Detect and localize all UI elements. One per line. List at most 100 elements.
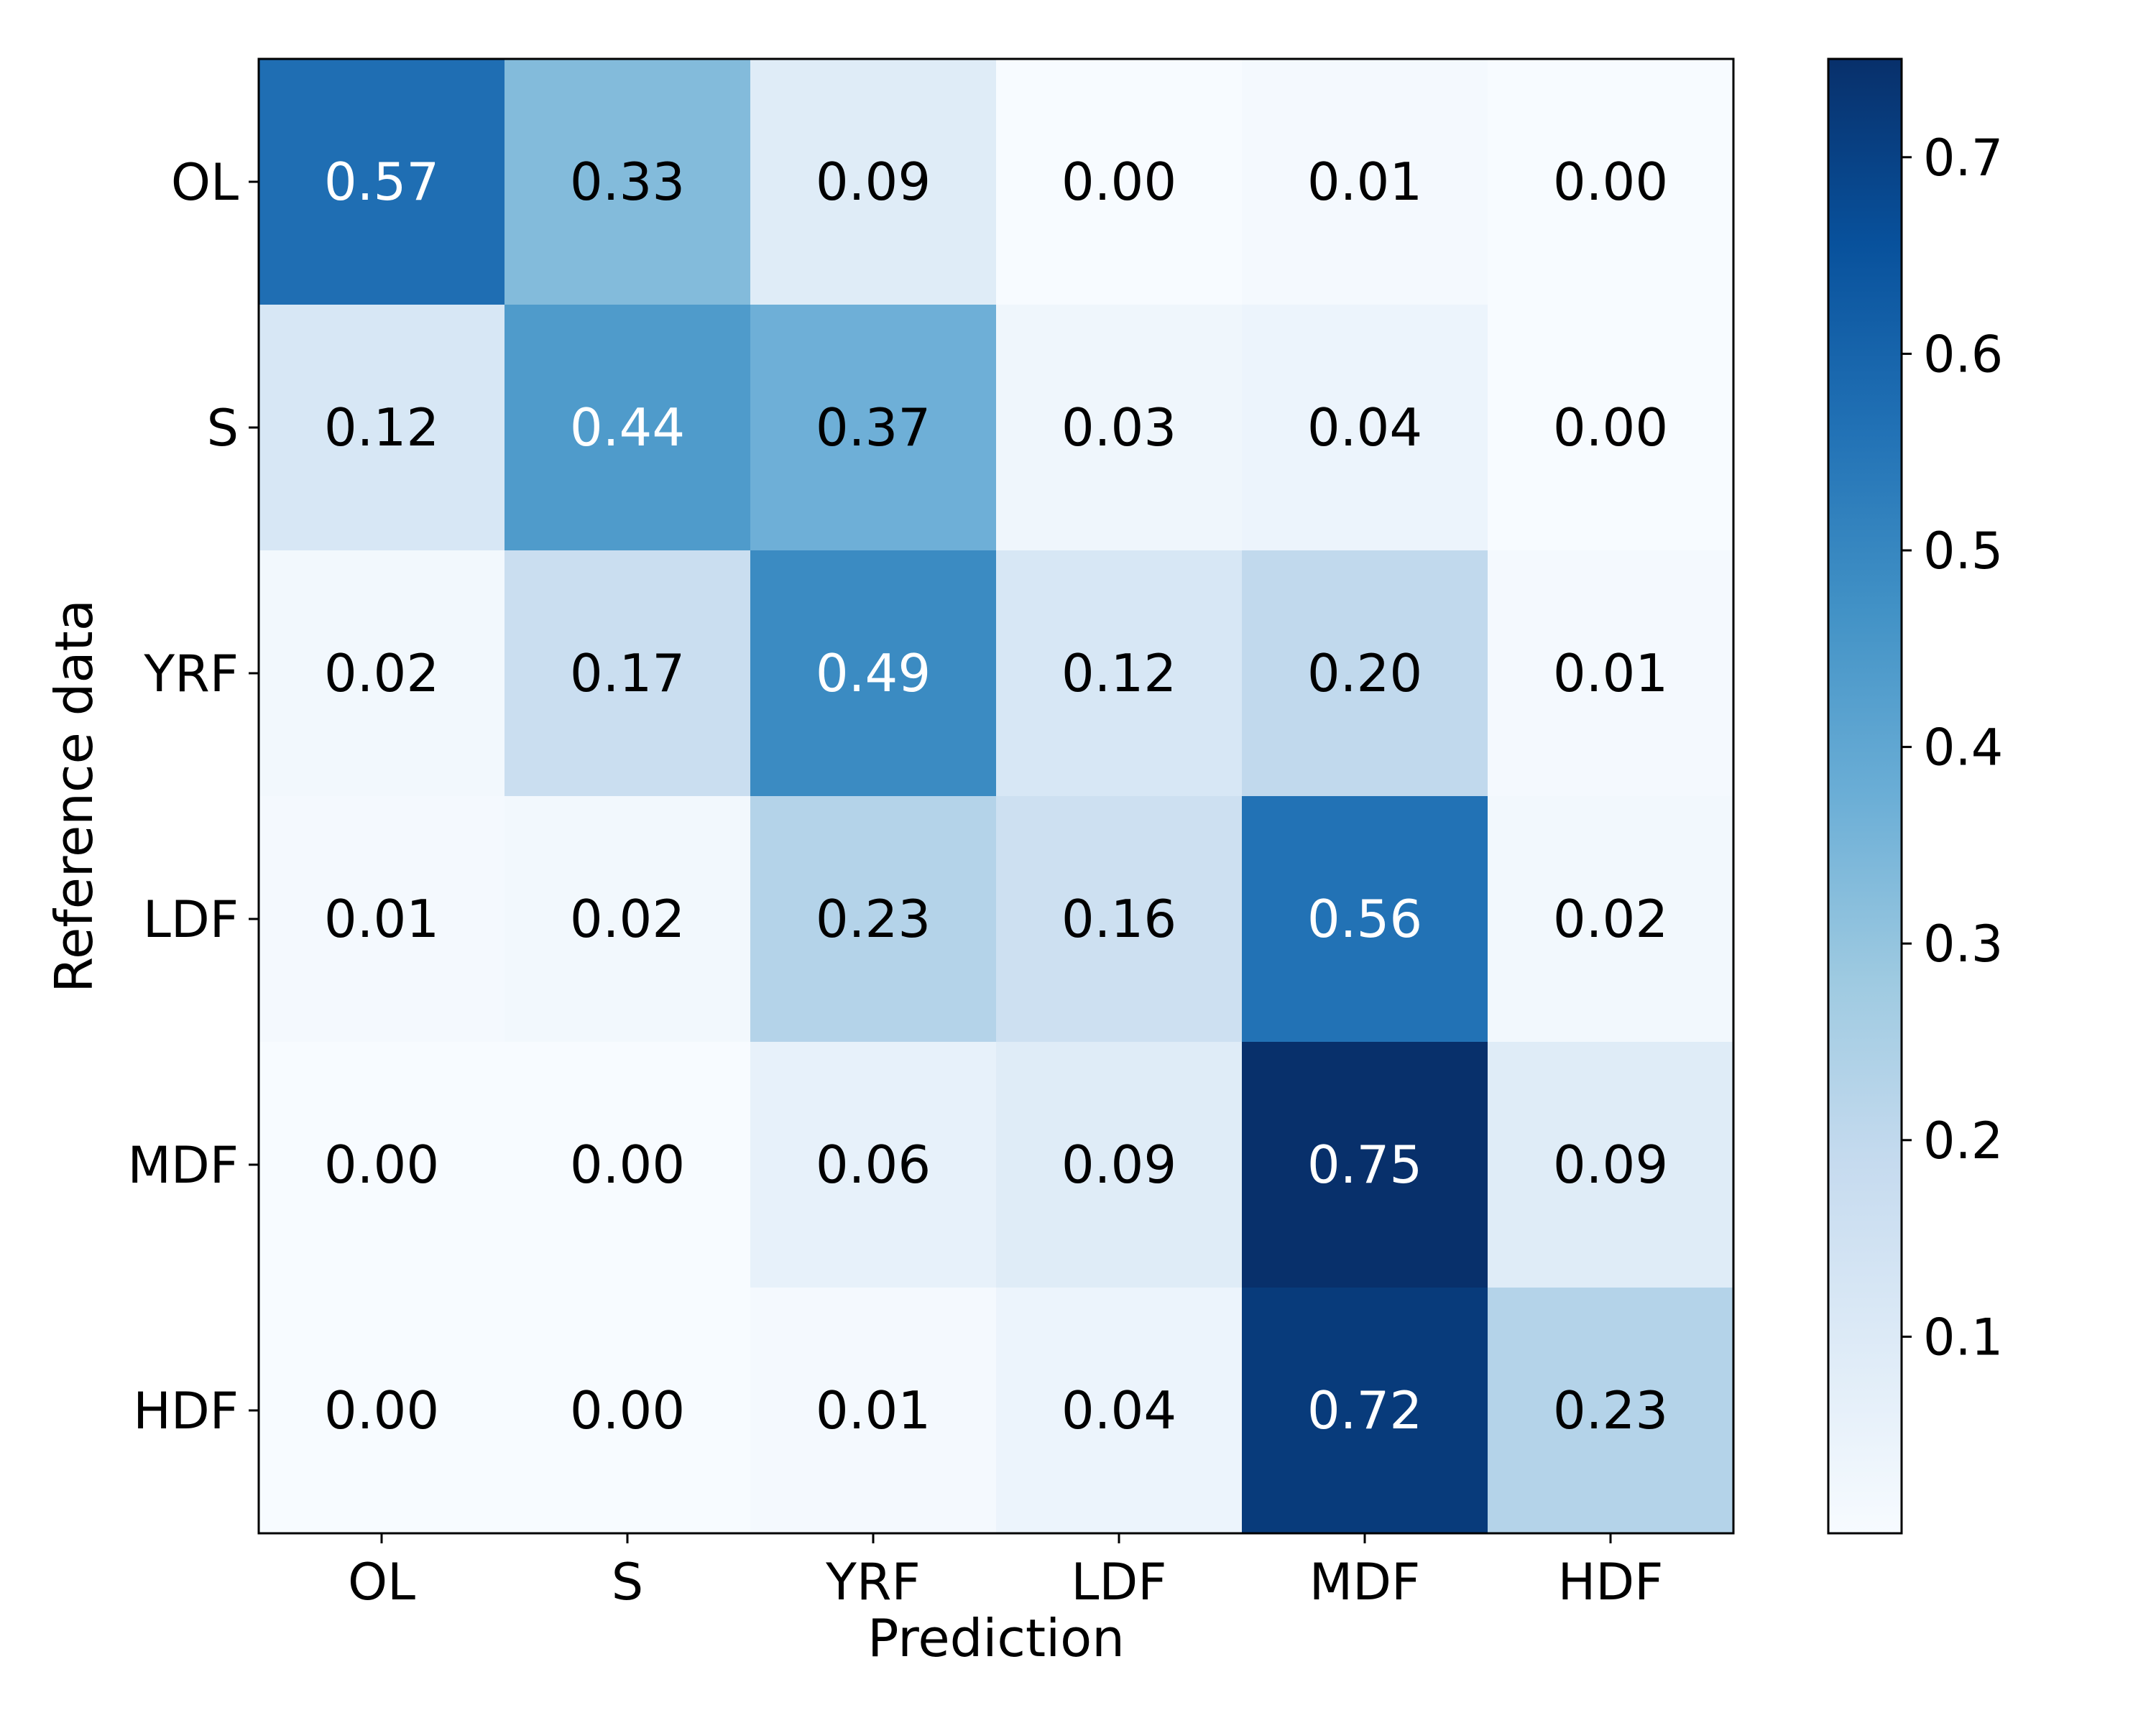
cell-value-label: 0.02 (570, 889, 685, 949)
heatmap-cell (505, 59, 751, 305)
heatmap-cell (996, 305, 1243, 551)
heatmap-cell (505, 1042, 751, 1288)
heatmap-cell (1488, 1288, 1734, 1534)
heatmap-cell (1488, 1042, 1734, 1288)
heatmap-cell (996, 1042, 1243, 1288)
heatmap-cell (505, 796, 751, 1043)
heatmap-cell (259, 1288, 505, 1534)
heatmap-cell (1242, 1042, 1488, 1288)
heatmap-cell (505, 305, 751, 551)
cell-value-label: 0.00 (324, 1380, 439, 1441)
colorbar-tick-label: 0.4 (1923, 719, 2003, 777)
cell-value-label: 0.56 (1307, 889, 1422, 949)
heatmap-cell (996, 1288, 1243, 1534)
cell-value-label: 0.02 (324, 643, 439, 703)
colorbar-tick-label: 0.3 (1923, 915, 2003, 974)
cell-value-label: 0.03 (1061, 397, 1176, 458)
cell-value-label: 0.44 (570, 397, 685, 458)
cell-value-label: 0.49 (816, 643, 931, 703)
colorbar-tick-label: 0.5 (1923, 522, 2003, 581)
heatmap-cell (750, 59, 997, 305)
heatmap-cell (505, 1288, 751, 1534)
y-tick-label: LDF (143, 890, 239, 949)
heatmap-cell (1242, 305, 1488, 551)
colorbar (1827, 57, 1903, 1535)
cell-value-label: 0.04 (1307, 397, 1422, 458)
cell-value-label: 0.33 (570, 152, 685, 212)
y-tick-label: S (207, 399, 239, 458)
heatmap-cell (259, 550, 505, 797)
x-tick-label: MDF (1309, 1553, 1421, 1612)
cell-value-label: 0.16 (1061, 889, 1176, 949)
x-tick-label: OL (348, 1553, 415, 1612)
y-axis: OL S YRF LDF MDF HDF (127, 153, 259, 1441)
heatmap-cell (750, 796, 997, 1043)
heatmap-cell (750, 550, 997, 797)
colorbar-ticks: 0.1 0.2 0.3 0.4 0.5 0.6 0.7 (1902, 129, 2003, 1367)
cell-value-label: 0.01 (816, 1380, 931, 1441)
cell-value-label: 0.75 (1307, 1135, 1422, 1195)
cell-value-label: 0.57 (324, 152, 439, 212)
heatmap-cell (259, 59, 505, 305)
heatmap-cell (259, 796, 505, 1043)
cell-value-label: 0.23 (816, 889, 931, 949)
heatmap-cell (1242, 59, 1488, 305)
heatmap-cell (1488, 550, 1734, 797)
cell-value-label: 0.20 (1307, 643, 1422, 703)
x-axis-title: Prediction (867, 1608, 1125, 1668)
cell-value-label: 0.00 (570, 1135, 685, 1195)
colorbar-tick-label: 0.1 (1923, 1308, 2003, 1367)
heatmap-cell (259, 1042, 505, 1288)
heatmap-cell (1488, 305, 1734, 551)
heatmap-cell (1242, 1288, 1488, 1534)
heatmap-cell (1488, 796, 1734, 1043)
colorbar-tick-label: 0.7 (1923, 129, 2003, 188)
heatmap-cell (750, 305, 997, 551)
y-axis-title: Reference data (44, 599, 104, 993)
cell-value-label: 0.23 (1553, 1380, 1668, 1441)
cell-value-label: 0.17 (570, 643, 685, 703)
heatmap-cell (1488, 59, 1734, 305)
heatmap-cell (996, 59, 1243, 305)
colorbar-tick-label: 0.2 (1923, 1112, 2003, 1170)
cell-value-label: 0.72 (1307, 1380, 1422, 1441)
heatmap-cells: 0.57 0.33 0.09 0.00 0.01 0.00 0.12 0.44 0.37 0.03… (259, 59, 1734, 1534)
cell-value-label: 0.12 (1061, 643, 1176, 703)
y-tick-label: OL (171, 153, 239, 212)
y-tick-label: HDF (133, 1382, 239, 1441)
cell-value-label: 0.12 (324, 397, 439, 458)
cell-value-label: 0.09 (1061, 1135, 1176, 1195)
cell-value-label: 0.01 (1553, 643, 1668, 703)
cell-value-label: 0.37 (816, 397, 931, 458)
cell-value-label: 0.02 (1553, 889, 1668, 949)
x-tick-label: HDF (1558, 1553, 1664, 1612)
plot-frame (257, 57, 1735, 1535)
heatmap-cell (996, 550, 1243, 797)
cell-value-label: 0.00 (570, 1380, 685, 1441)
x-tick-label: YRF (825, 1553, 921, 1612)
x-axis: OL S YRF LDF MDF HDF (348, 1533, 1663, 1612)
x-tick-label: S (612, 1553, 643, 1612)
heatmap-cell (750, 1288, 997, 1534)
heatmap-cell (996, 796, 1243, 1043)
cell-value-label: 0.01 (1307, 152, 1422, 212)
heatmap-cell (505, 550, 751, 797)
y-tick-label: MDF (127, 1136, 239, 1195)
y-tick-label: YRF (143, 644, 239, 703)
cell-value-label: 0.09 (1553, 1135, 1668, 1195)
cell-value-label: 0.09 (816, 152, 931, 212)
heatmap-cell (259, 305, 505, 551)
cell-value-label: 0.00 (1061, 152, 1176, 212)
cell-value-label: 0.00 (1553, 397, 1668, 458)
cell-value-label: 0.04 (1061, 1380, 1176, 1441)
colorbar-tick-label: 0.6 (1923, 325, 2003, 384)
cell-value-label: 0.01 (324, 889, 439, 949)
cell-value-label: 0.00 (324, 1135, 439, 1195)
x-tick-label: LDF (1071, 1553, 1166, 1612)
heatmap-cell (1242, 550, 1488, 797)
heatmap-cell (1242, 796, 1488, 1043)
cell-value-label: 0.00 (1553, 152, 1668, 212)
cell-value-label: 0.06 (816, 1135, 931, 1195)
